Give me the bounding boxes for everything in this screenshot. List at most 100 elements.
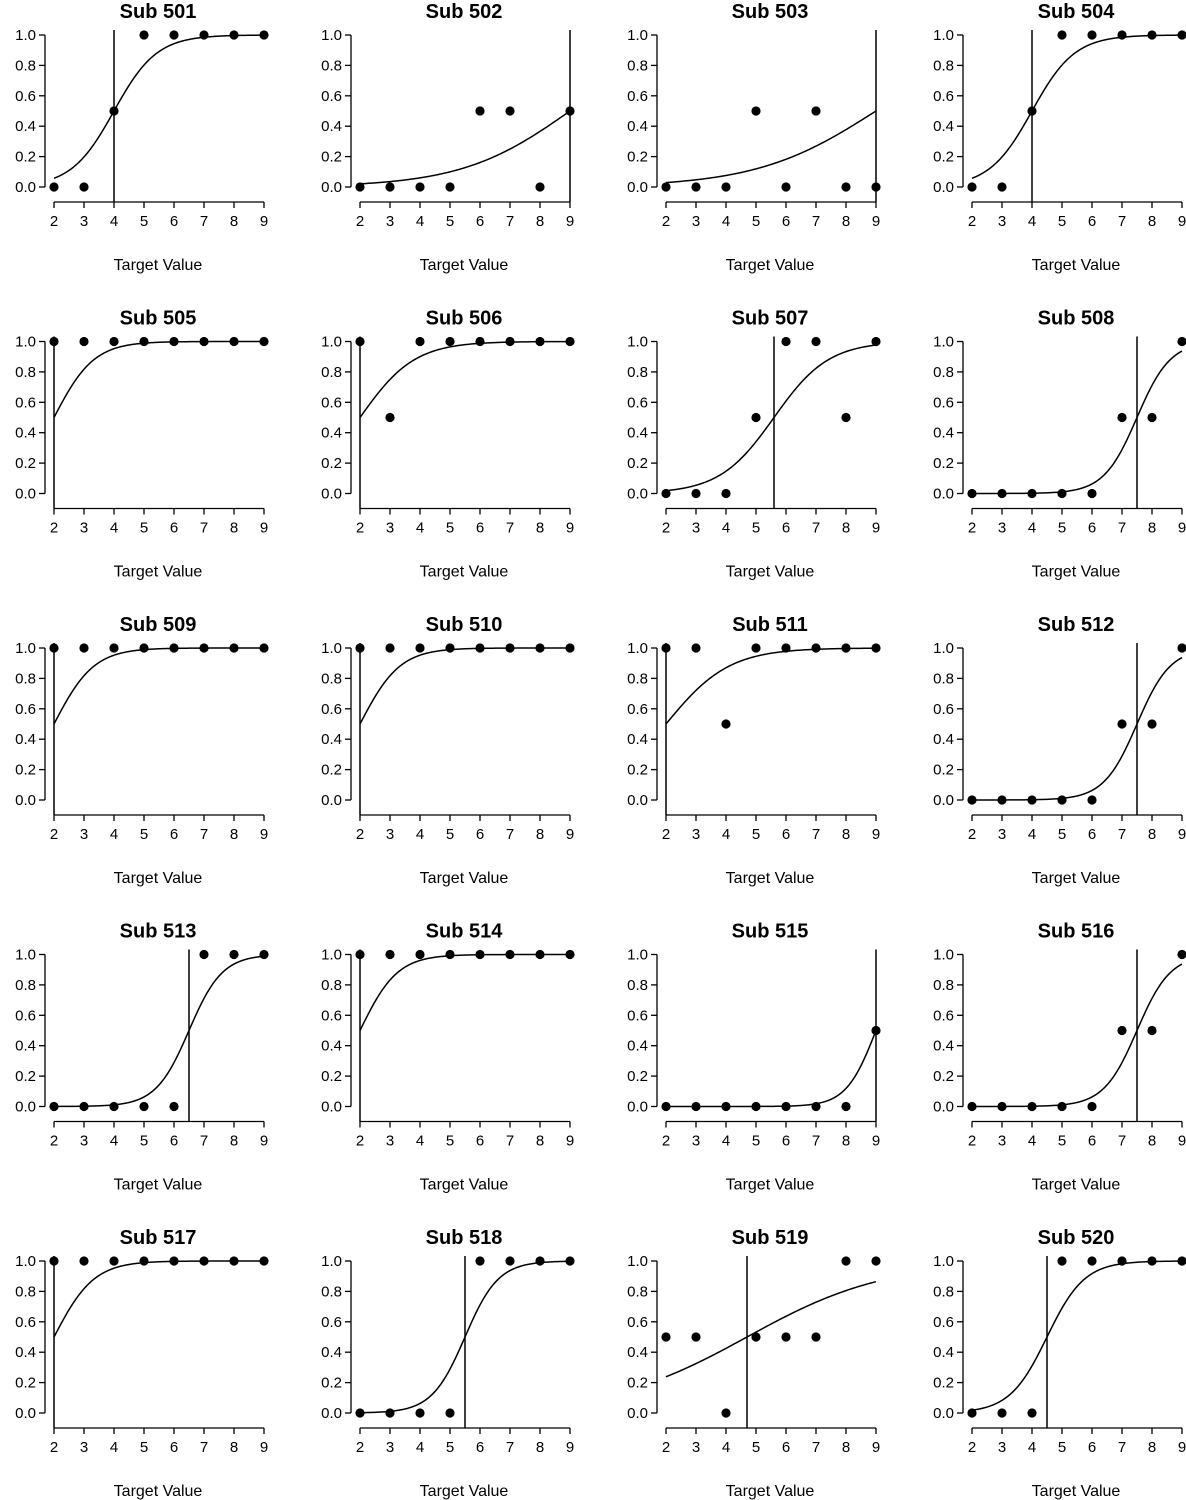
data-point — [385, 412, 395, 423]
panel: Sub 502 0.0 0.2 0.4 0.6 0.8 1.0 2 3 4 5 6 7 8 9 Target … — [321, 1, 575, 274]
y-tick-label: 0.6 — [933, 1007, 954, 1024]
data-point — [1027, 1101, 1037, 1112]
x-tick-label: 4 — [1028, 1439, 1036, 1456]
fit-curve — [971, 1260, 1183, 1412]
x-axis-label: Target Value — [726, 1483, 815, 1500]
x-tick-label: 5 — [752, 520, 760, 537]
x-tick-label: 3 — [998, 1133, 1006, 1150]
fit-curve — [53, 340, 264, 418]
data-point — [385, 643, 395, 653]
fit-curve — [665, 110, 877, 184]
data-point — [661, 1332, 671, 1342]
x-tick-label: 5 — [140, 1439, 148, 1456]
x-tick-label: 7 — [506, 520, 514, 537]
data-point — [811, 106, 821, 116]
y-tick-label: 0.2 — [627, 149, 648, 166]
data-point — [49, 643, 59, 653]
x-tick-label: 9 — [566, 1133, 574, 1150]
data-point — [109, 643, 119, 653]
x-tick-label: 4 — [110, 1439, 118, 1456]
x-tick-label: 2 — [50, 1439, 58, 1456]
x-tick-label: 9 — [260, 520, 268, 537]
y-tick-label: 0.4 — [15, 425, 36, 442]
panel-title: Sub 509 — [120, 614, 197, 636]
x-tick-label: 3 — [80, 1133, 88, 1150]
x-tick-label: 2 — [356, 213, 364, 230]
x-axis-label: Target Value — [114, 564, 203, 581]
data-point — [661, 1101, 671, 1112]
y-tick-label: 0.4 — [933, 425, 954, 442]
panel-title: Sub 508 — [1038, 308, 1115, 330]
y-tick-label: 0.4 — [15, 1344, 36, 1361]
x-tick-label: 5 — [1058, 520, 1066, 537]
x-tick-label: 9 — [1178, 213, 1186, 230]
y-tick-label: 0.0 — [321, 792, 342, 809]
y-tick-label: 0.8 — [627, 364, 648, 381]
x-tick-label: 5 — [752, 826, 760, 843]
data-point — [841, 643, 851, 653]
y-tick-label: 1.0 — [15, 334, 36, 351]
data-point — [1177, 1256, 1186, 1266]
x-axis-label: Target Value — [114, 870, 203, 887]
x-tick-label: 6 — [1088, 213, 1096, 230]
panel-title: Sub 516 — [1038, 921, 1115, 943]
x-tick-label: 5 — [752, 1133, 760, 1150]
y-tick-label: 0.4 — [933, 118, 954, 135]
data-point — [79, 336, 89, 347]
y-tick-label: 0.4 — [321, 1344, 342, 1361]
data-point — [691, 643, 701, 653]
x-axis-label: Target Value — [420, 257, 509, 274]
panel: Sub 519 0.0 0.2 0.4 0.6 0.8 1.0 2 3 4 5 6 7 8 9 Target … — [627, 1227, 881, 1500]
x-tick-label: 9 — [872, 1133, 880, 1150]
x-tick-label: 4 — [416, 213, 424, 230]
x-tick-label: 8 — [536, 213, 544, 230]
data-point — [169, 1101, 179, 1112]
x-axis-label: Target Value — [726, 564, 815, 581]
data-point — [445, 949, 455, 960]
x-tick-label: 4 — [416, 826, 424, 843]
y-tick-label: 0.2 — [15, 762, 36, 779]
panel: Sub 518 0.0 0.2 0.4 0.6 0.8 1.0 2 3 4 5 6 7 8 9 Target … — [321, 1227, 575, 1500]
x-tick-label: 6 — [782, 520, 790, 537]
data-point — [1177, 336, 1186, 347]
panel: Sub 513 0.0 0.2 0.4 0.6 0.8 1.0 2 3 4 5 6 7 8 9 Target … — [15, 921, 269, 1194]
y-tick-label: 0.2 — [15, 1375, 36, 1392]
data-point — [997, 1101, 1007, 1112]
fit-curve — [53, 647, 264, 725]
y-tick-label: 0.2 — [933, 149, 954, 166]
fit-curve — [359, 110, 571, 185]
panel: Sub 510 0.0 0.2 0.4 0.6 0.8 1.0 2 3 4 5 6 7 8 9 Target … — [321, 614, 575, 887]
x-tick-label: 6 — [476, 1133, 484, 1150]
x-tick-label: 5 — [1058, 213, 1066, 230]
x-tick-label: 3 — [692, 213, 700, 230]
x-tick-label: 6 — [782, 1133, 790, 1150]
y-tick-label: 0.0 — [15, 1099, 36, 1116]
panel-title: Sub 504 — [1038, 1, 1116, 23]
data-point — [109, 1101, 119, 1112]
y-tick-label: 0.2 — [933, 762, 954, 779]
x-tick-label: 5 — [1058, 1439, 1066, 1456]
y-tick-label: 1.0 — [321, 334, 342, 351]
y-tick-label: 0.6 — [627, 394, 648, 411]
y-tick-label: 1.0 — [321, 1253, 342, 1270]
x-tick-label: 7 — [200, 826, 208, 843]
data-point — [385, 182, 395, 192]
x-tick-label: 9 — [872, 826, 880, 843]
data-point — [565, 643, 575, 653]
x-tick-label: 8 — [1148, 1439, 1156, 1456]
y-tick-label: 0.6 — [321, 394, 342, 411]
x-axis-label: Target Value — [420, 870, 509, 887]
x-tick-label: 6 — [782, 826, 790, 843]
y-tick-label: 0.0 — [933, 792, 954, 809]
panel-title: Sub 503 — [732, 1, 809, 23]
x-tick-label: 2 — [968, 520, 976, 537]
panel: Sub 503 0.0 0.2 0.4 0.6 0.8 1.0 2 3 4 5 6 7 8 9 Target … — [627, 1, 881, 274]
x-tick-label: 3 — [80, 213, 88, 230]
y-tick-label: 0.8 — [15, 364, 36, 381]
data-point — [229, 949, 239, 960]
x-axis-label: Target Value — [1032, 1177, 1121, 1194]
data-point — [535, 336, 545, 347]
y-tick-label: 0.2 — [321, 762, 342, 779]
x-tick-label: 8 — [536, 1133, 544, 1150]
